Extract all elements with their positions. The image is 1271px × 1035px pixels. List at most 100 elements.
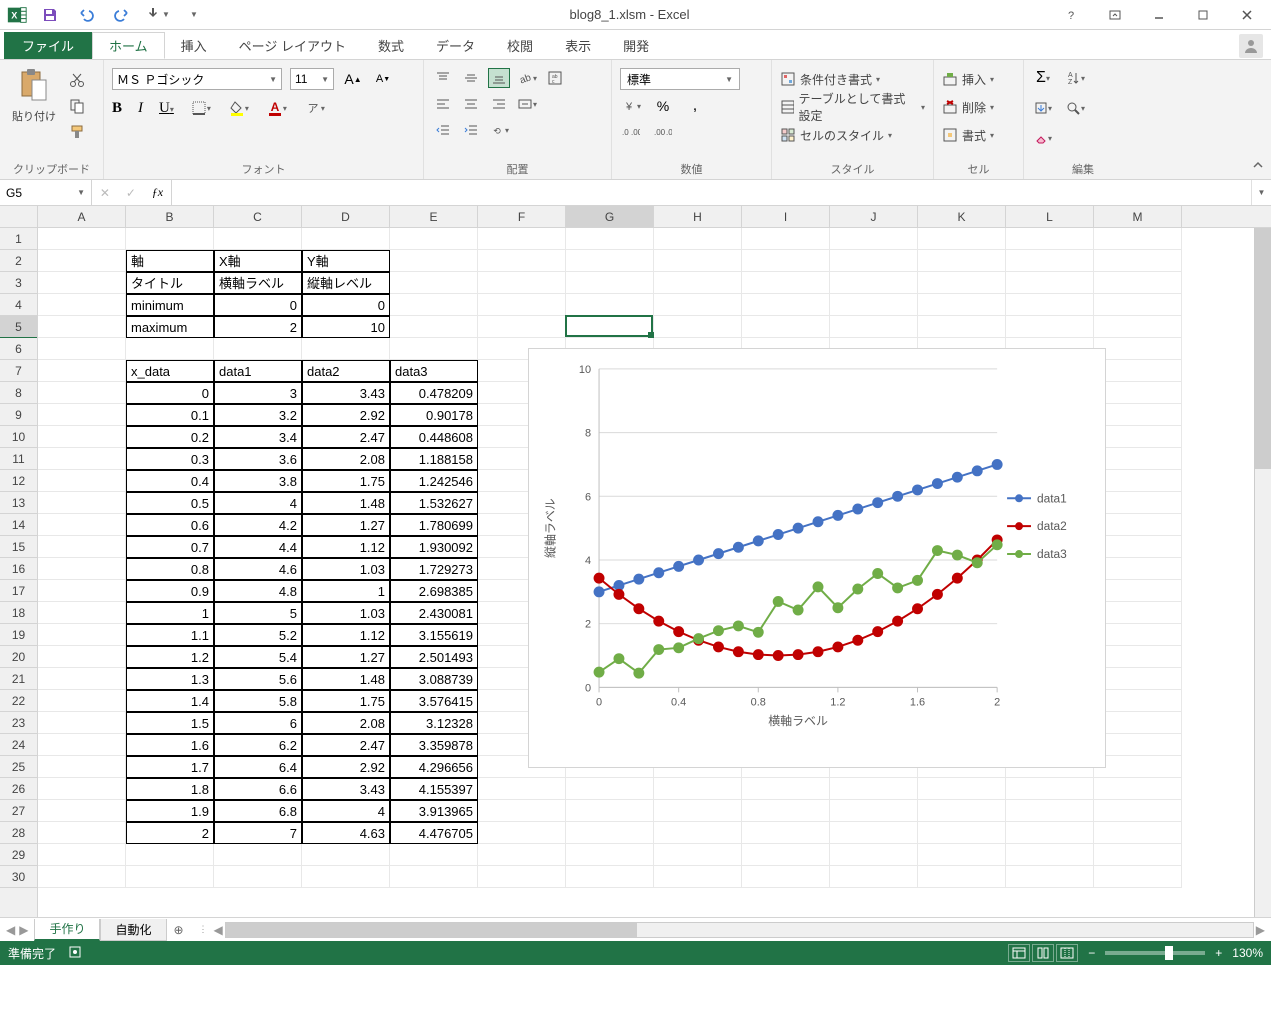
cell[interactable]: 5.6 bbox=[214, 668, 302, 690]
cell[interactable] bbox=[918, 228, 1006, 250]
cell[interactable] bbox=[918, 272, 1006, 294]
cell[interactable] bbox=[38, 668, 126, 690]
cell[interactable]: 1.75 bbox=[302, 690, 390, 712]
cell[interactable]: 3.4 bbox=[214, 426, 302, 448]
row-header[interactable]: 7 bbox=[0, 360, 37, 382]
redo-icon[interactable] bbox=[108, 1, 136, 29]
row-header[interactable]: 26 bbox=[0, 778, 37, 800]
cell[interactable] bbox=[918, 250, 1006, 272]
cell[interactable] bbox=[654, 294, 742, 316]
cell[interactable] bbox=[478, 250, 566, 272]
ribbon-tab-1[interactable]: 挿入 bbox=[165, 32, 223, 59]
cell[interactable]: 0.9 bbox=[126, 580, 214, 602]
cell[interactable] bbox=[1094, 712, 1182, 734]
cell[interactable] bbox=[654, 866, 742, 888]
cell[interactable]: 0.2 bbox=[126, 426, 214, 448]
cell[interactable] bbox=[390, 250, 478, 272]
cell[interactable] bbox=[1094, 866, 1182, 888]
save-icon[interactable] bbox=[36, 1, 64, 29]
cell[interactable]: 3.155619 bbox=[390, 624, 478, 646]
cell[interactable] bbox=[390, 844, 478, 866]
cell[interactable]: 6.2 bbox=[214, 734, 302, 756]
orientation2-icon[interactable]: ⟲▾ bbox=[488, 120, 510, 140]
col-header[interactable]: L bbox=[1006, 206, 1094, 227]
cell[interactable] bbox=[830, 844, 918, 866]
ribbon-display-icon[interactable] bbox=[1095, 1, 1135, 29]
cell[interactable]: 縦軸レベル bbox=[302, 272, 390, 294]
undo-icon[interactable] bbox=[72, 1, 100, 29]
align-center-icon[interactable] bbox=[460, 94, 482, 114]
close-icon[interactable] bbox=[1227, 1, 1267, 29]
cell[interactable] bbox=[38, 580, 126, 602]
font-size-select[interactable]: 11▼ bbox=[290, 68, 334, 90]
cell[interactable]: 3.12328 bbox=[390, 712, 478, 734]
cell[interactable] bbox=[742, 228, 830, 250]
row-header[interactable]: 15 bbox=[0, 536, 37, 558]
cell[interactable]: 1.7 bbox=[126, 756, 214, 778]
decrease-font-icon[interactable]: A▼ bbox=[372, 69, 394, 89]
row-header[interactable]: 3 bbox=[0, 272, 37, 294]
col-header[interactable]: C bbox=[214, 206, 302, 227]
increase-indent-icon[interactable] bbox=[460, 120, 482, 140]
cell[interactable] bbox=[1094, 426, 1182, 448]
cell[interactable] bbox=[126, 844, 214, 866]
cell[interactable]: 0.4 bbox=[126, 470, 214, 492]
cell[interactable]: 4.476705 bbox=[390, 822, 478, 844]
cell[interactable]: maximum bbox=[126, 316, 214, 338]
cell[interactable] bbox=[918, 294, 1006, 316]
cell[interactable]: 0.5 bbox=[126, 492, 214, 514]
cell[interactable] bbox=[566, 250, 654, 272]
delete-cells-button[interactable]: 削除▾ bbox=[942, 96, 1015, 118]
cell[interactable] bbox=[742, 844, 830, 866]
cell[interactable] bbox=[390, 338, 478, 360]
cell[interactable]: 1.4 bbox=[126, 690, 214, 712]
cell[interactable] bbox=[742, 316, 830, 338]
cell[interactable]: 0.90178 bbox=[390, 404, 478, 426]
cell[interactable] bbox=[478, 800, 566, 822]
cell[interactable] bbox=[302, 866, 390, 888]
cell[interactable]: 2.698385 bbox=[390, 580, 478, 602]
cell[interactable]: 1.75 bbox=[302, 470, 390, 492]
cell[interactable] bbox=[742, 822, 830, 844]
cell[interactable] bbox=[302, 228, 390, 250]
cell[interactable]: 2.47 bbox=[302, 734, 390, 756]
account-icon[interactable] bbox=[1239, 34, 1263, 58]
cell[interactable]: 3.359878 bbox=[390, 734, 478, 756]
cell[interactable]: 1.48 bbox=[302, 492, 390, 514]
cell[interactable]: 3.913965 bbox=[390, 800, 478, 822]
cell[interactable]: 4 bbox=[302, 800, 390, 822]
cell[interactable] bbox=[38, 646, 126, 668]
copy-icon[interactable] bbox=[66, 96, 88, 116]
cell[interactable]: minimum bbox=[126, 294, 214, 316]
cell[interactable] bbox=[478, 822, 566, 844]
cell[interactable] bbox=[38, 360, 126, 382]
cell[interactable] bbox=[830, 316, 918, 338]
cell[interactable] bbox=[1094, 272, 1182, 294]
cell[interactable] bbox=[918, 778, 1006, 800]
cell[interactable]: 5 bbox=[214, 602, 302, 624]
cell[interactable]: 1.729273 bbox=[390, 558, 478, 580]
align-bottom-icon[interactable] bbox=[488, 68, 510, 88]
cell[interactable] bbox=[918, 866, 1006, 888]
col-header[interactable]: B bbox=[126, 206, 214, 227]
cell[interactable] bbox=[38, 844, 126, 866]
align-right-icon[interactable] bbox=[488, 94, 510, 114]
cell[interactable]: 3.2 bbox=[214, 404, 302, 426]
cell[interactable] bbox=[1094, 602, 1182, 624]
cell[interactable] bbox=[1094, 360, 1182, 382]
cell[interactable] bbox=[566, 800, 654, 822]
cell[interactable] bbox=[566, 866, 654, 888]
cell[interactable]: 軸 bbox=[126, 250, 214, 272]
percent-icon[interactable]: % bbox=[652, 96, 674, 116]
find-select-icon[interactable]: ▾ bbox=[1064, 98, 1086, 118]
row-header[interactable]: 21 bbox=[0, 668, 37, 690]
cell[interactable]: 3.088739 bbox=[390, 668, 478, 690]
row-header[interactable]: 29 bbox=[0, 844, 37, 866]
cell[interactable] bbox=[654, 228, 742, 250]
cell[interactable] bbox=[1006, 866, 1094, 888]
cell[interactable] bbox=[478, 294, 566, 316]
zoom-in-icon[interactable]: + bbox=[1215, 946, 1222, 960]
cell[interactable]: 0 bbox=[302, 294, 390, 316]
row-header[interactable]: 25 bbox=[0, 756, 37, 778]
ribbon-tab-2[interactable]: ページ レイアウト bbox=[223, 32, 362, 59]
